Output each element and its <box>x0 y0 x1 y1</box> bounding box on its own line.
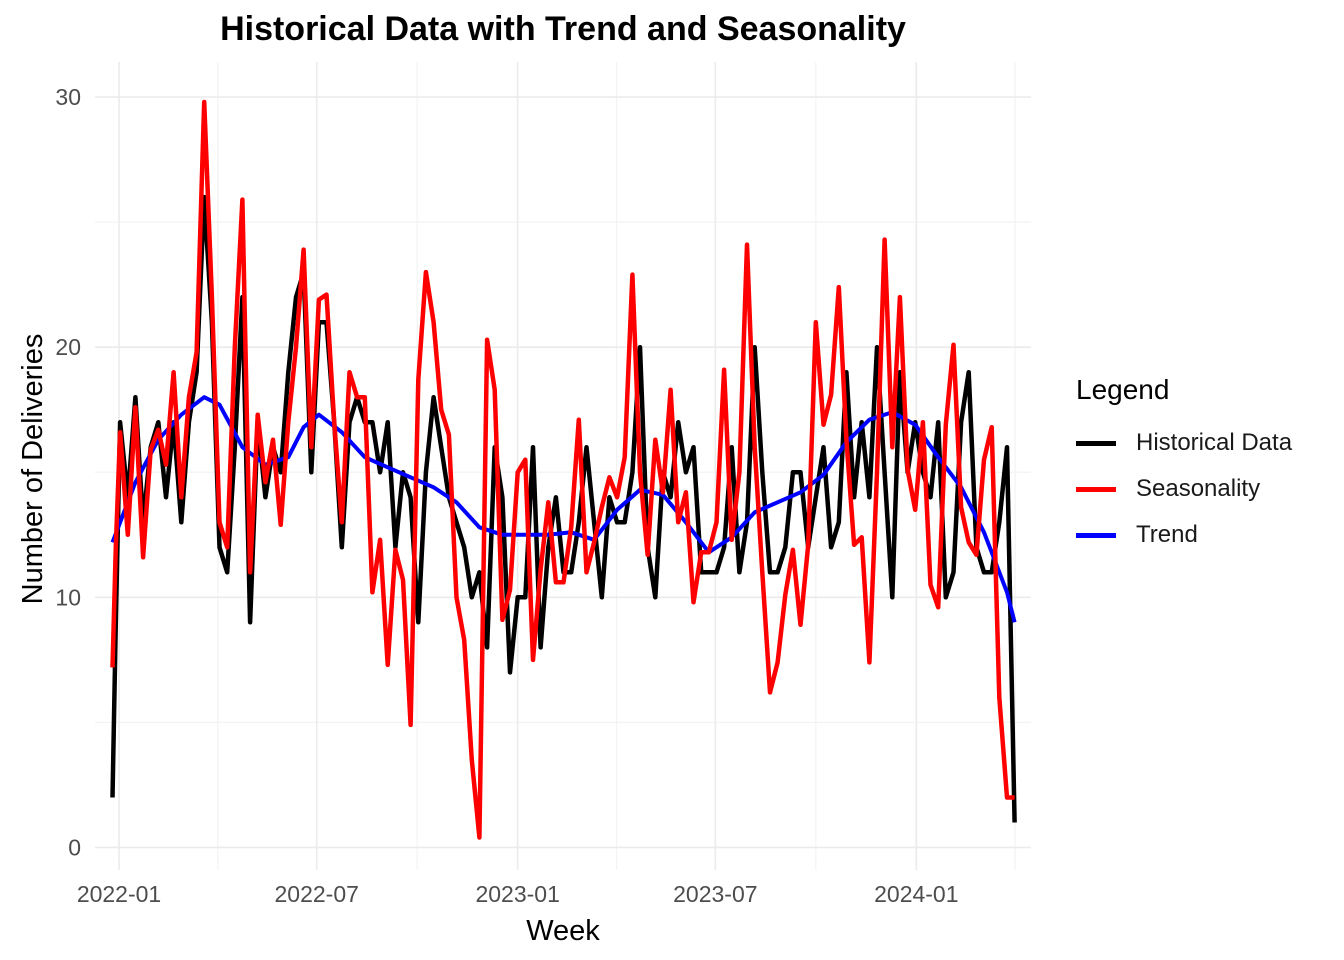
series-line-seasonality <box>110 99 1015 840</box>
minor-gridlines <box>95 62 1031 870</box>
legend-item: Seasonality <box>1076 466 1292 512</box>
legend-item: Trend <box>1076 512 1292 558</box>
legend-label: Trend <box>1136 521 1198 548</box>
legend-key-line <box>1076 440 1116 446</box>
y-tick-label: 10 <box>55 584 81 610</box>
x-tick-label: 2024-01 <box>874 881 958 907</box>
x-tick-label: 2023-07 <box>673 881 757 907</box>
legend: Legend Historical Data Seasonality Trend <box>1076 374 1292 558</box>
x-tick-label: 2022-07 <box>275 881 359 907</box>
x-axis-title: Week <box>526 915 600 947</box>
series-lines <box>110 99 1017 840</box>
chart-title: Historical Data with Trend and Seasonali… <box>220 10 906 48</box>
legend-title: Legend <box>1076 374 1170 405</box>
y-axis-title: Number of Deliveries <box>17 334 49 605</box>
legend-item: Historical Data <box>1076 420 1292 466</box>
legend-items: Historical Data Seasonality Trend <box>1076 420 1292 558</box>
x-tick-label: 2023-01 <box>475 881 559 907</box>
y-tick-label: 30 <box>55 84 81 110</box>
x-axis-tick-labels: 2022-01 2022-07 2023-01 2023-07 2024-01 <box>77 881 959 907</box>
y-tick-label: 20 <box>55 334 81 360</box>
x-tick-label: 2022-01 <box>77 881 161 907</box>
legend-label: Historical Data <box>1136 429 1293 456</box>
legend-label: Seasonality <box>1136 475 1261 502</box>
legend-key-line <box>1076 532 1116 538</box>
legend-key-line <box>1076 486 1116 492</box>
y-tick-label: 0 <box>68 834 81 860</box>
y-axis-tick-labels: 0 10 20 30 <box>55 84 81 860</box>
